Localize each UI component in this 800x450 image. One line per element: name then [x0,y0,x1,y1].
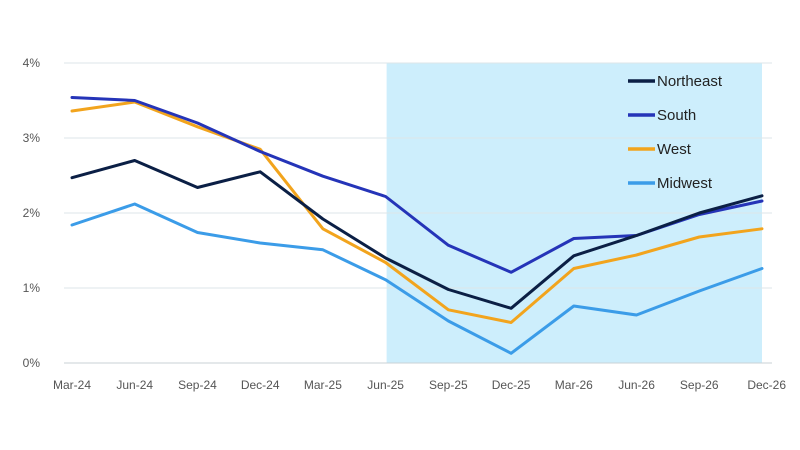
x-tick-label: Jun-26 [618,378,655,392]
y-tick-label: 4% [23,56,41,70]
legend-label-west: West [657,141,692,158]
series-line-west [70,100,764,324]
y-tick-label: 0% [23,356,41,370]
x-tick-label: Sep-25 [429,378,468,392]
y-axis-ticks: 0% 1% 2% 3% 4% [23,56,41,370]
series-lines [70,96,764,355]
x-tick-label: Sep-26 [680,378,719,392]
legend-label-south: South [657,107,696,124]
grid-lines [64,62,772,364]
y-tick-label: 1% [23,281,41,295]
x-tick-label: Mar-26 [555,378,593,392]
x-tick-label: Mar-24 [53,378,91,392]
x-tick-label: Jun-24 [116,378,153,392]
legend-label-northeast: Northeast [657,73,723,90]
legend: Northeast South West Midwest [628,73,723,192]
series-line-northeast [70,159,764,310]
x-tick-label: Dec-25 [492,378,531,392]
x-tick-label: Dec-26 [747,378,786,392]
x-tick-label: Dec-24 [241,378,280,392]
x-tick-label: Sep-24 [178,378,217,392]
y-tick-label: 3% [23,131,41,145]
x-tick-label: Mar-25 [304,378,342,392]
x-axis-ticks: Mar-24 Jun-24 Sep-24 Dec-24 Mar-25 Jun-25 Sep-… [53,378,786,392]
x-tick-label: Jun-25 [367,378,404,392]
y-tick-label: 2% [23,206,41,220]
series-line-midwest [70,202,764,355]
legend-label-midwest: Midwest [657,175,713,192]
